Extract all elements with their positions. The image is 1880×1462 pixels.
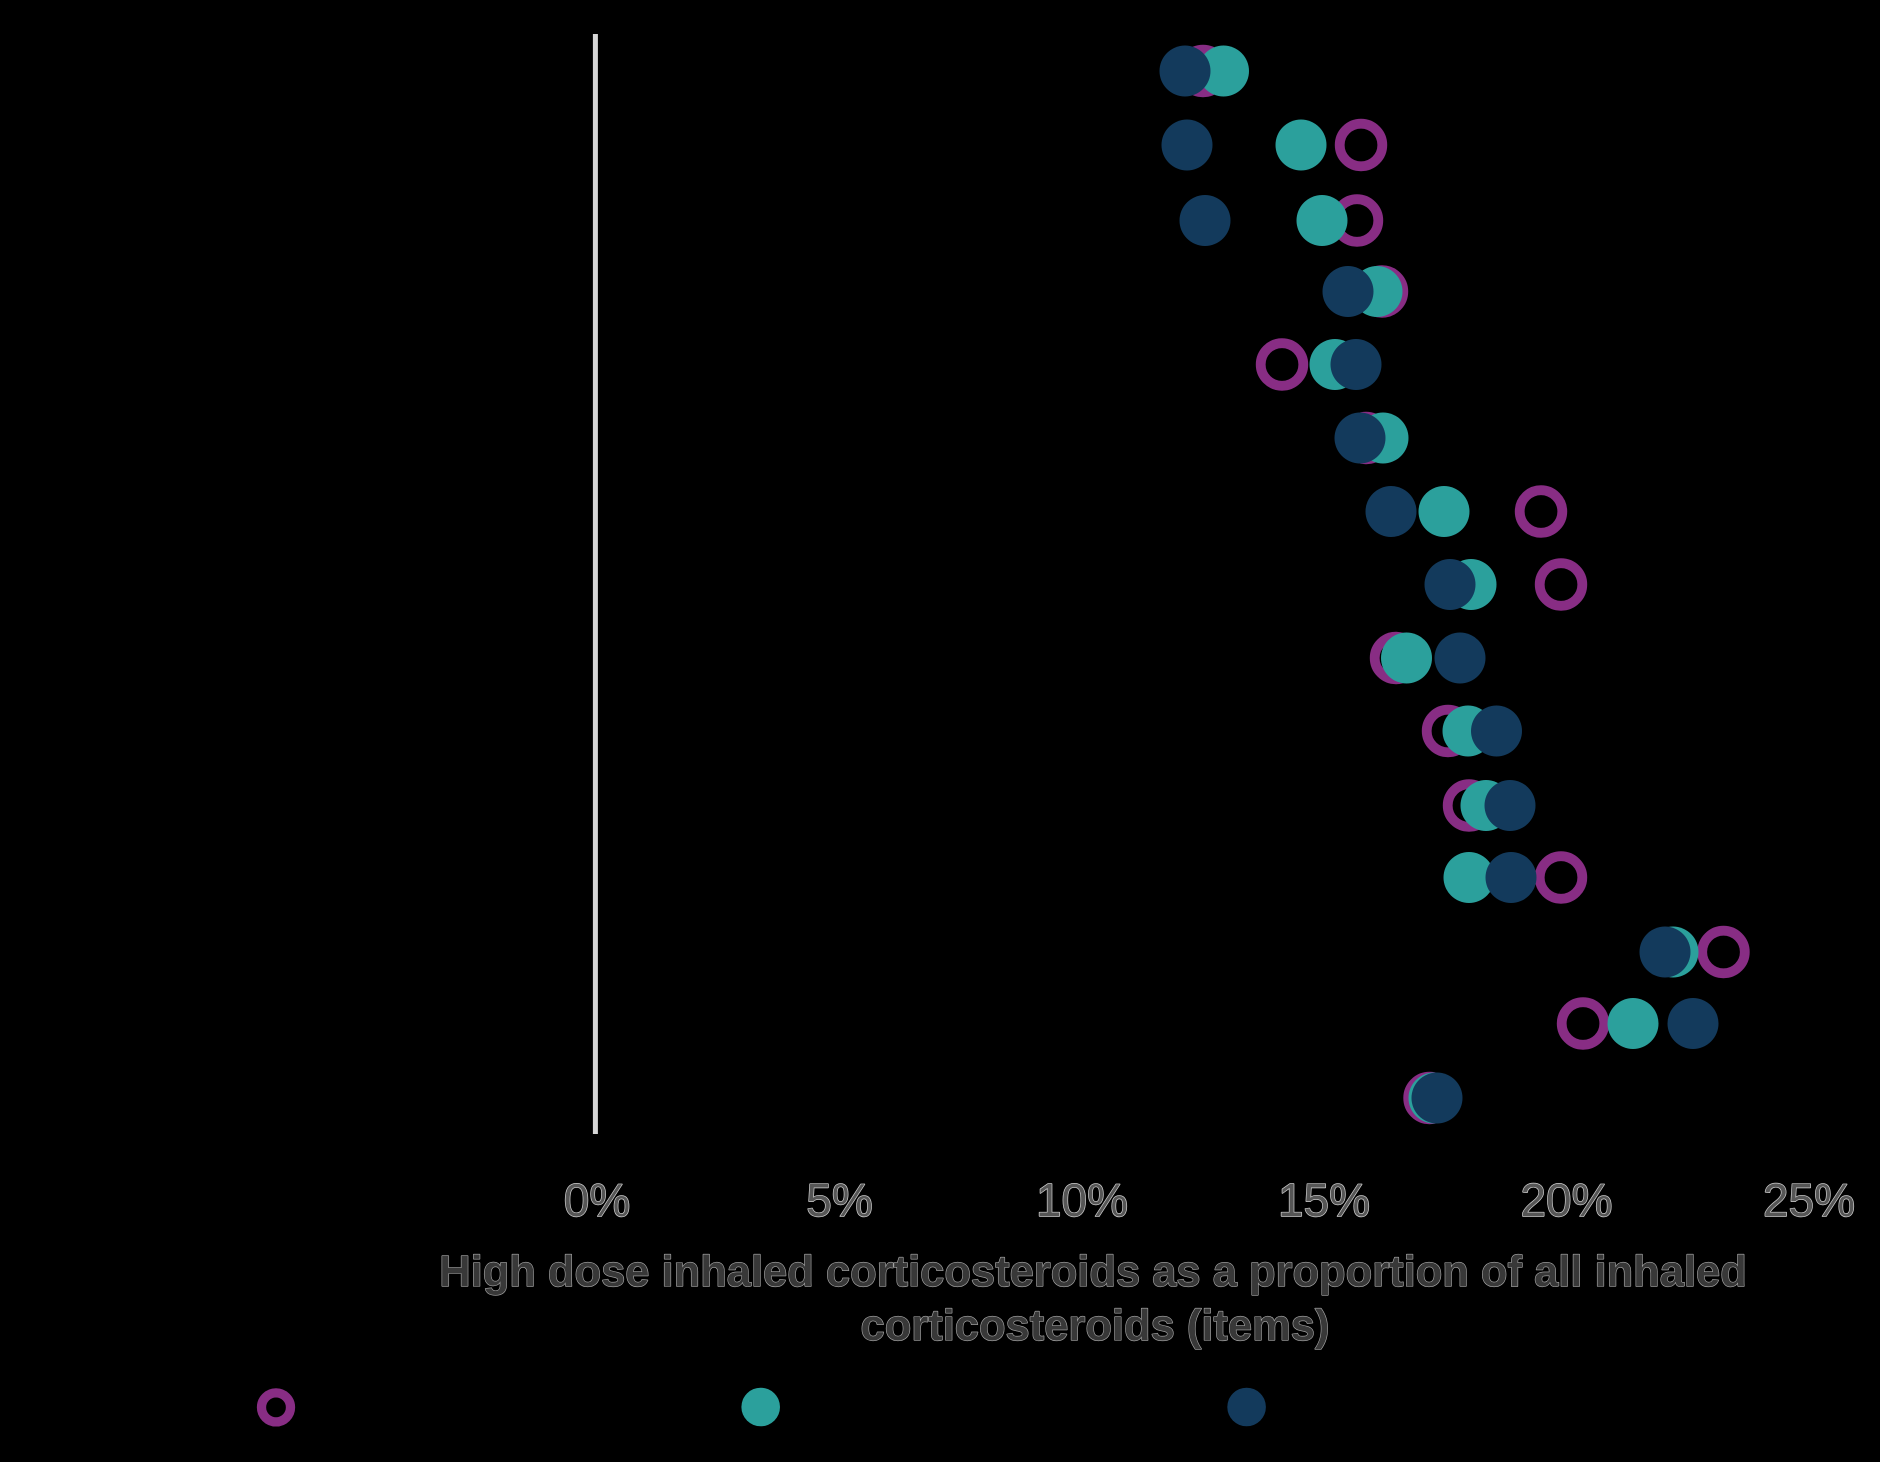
svg-text:5%: 5% bbox=[806, 1174, 872, 1226]
svg-text:15%: 15% bbox=[1278, 1174, 1370, 1226]
svg-text:20%: 20% bbox=[1520, 1174, 1612, 1226]
svg-text:corticosteroids (items): corticosteroids (items) bbox=[861, 1302, 1330, 1350]
svg-text:10%: 10% bbox=[1036, 1174, 1128, 1226]
svg-text:High dose inhaled corticostero: High dose inhaled corticosteroids as a p… bbox=[439, 1248, 1747, 1296]
svg-text:0%: 0% bbox=[564, 1174, 630, 1226]
svg-text:25%: 25% bbox=[1763, 1174, 1855, 1226]
